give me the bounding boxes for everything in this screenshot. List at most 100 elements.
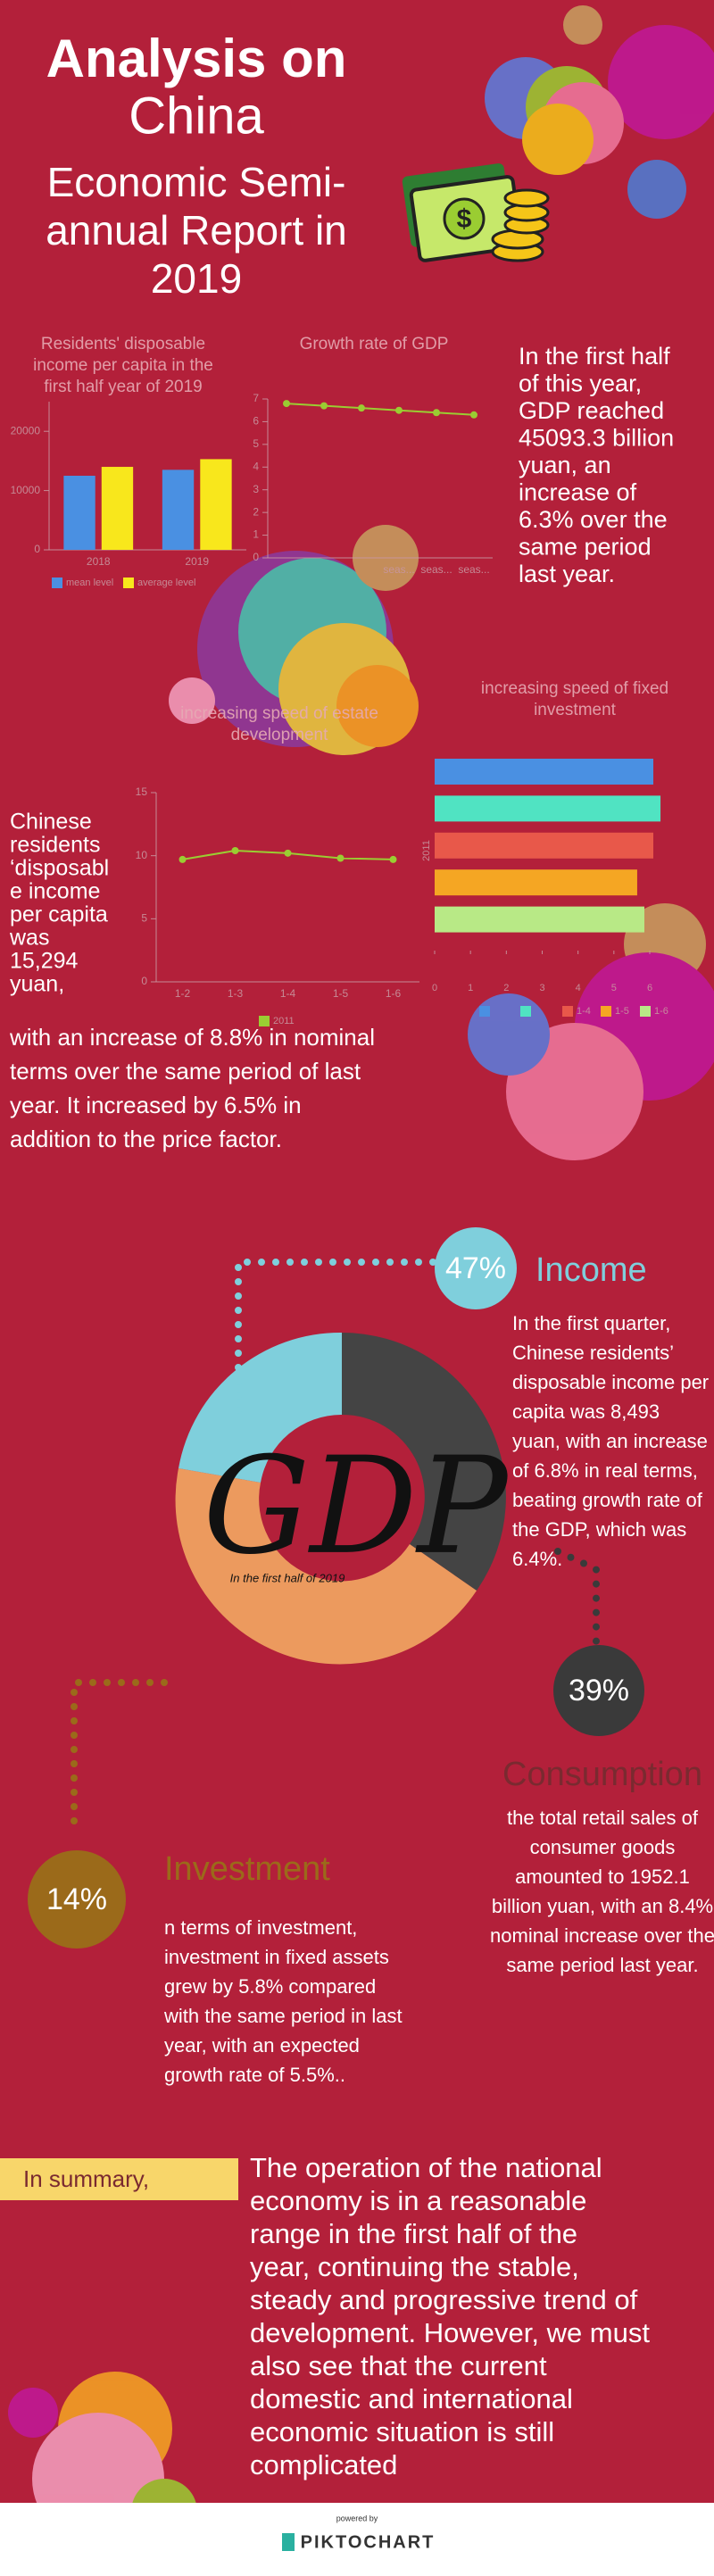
- investment-circle: [28, 1850, 126, 1949]
- gdp-text: same period: [519, 534, 652, 561]
- y-tick-label: 5: [253, 437, 259, 450]
- bar: [435, 832, 654, 859]
- investment-percent: 14%: [46, 1882, 107, 1916]
- gdp-text: 45093.3 billion: [519, 425, 674, 452]
- income-text: e income: [10, 879, 100, 904]
- income-text: of 6.8% in real terms,: [512, 1459, 698, 1482]
- x-tick-label: 1-6: [386, 987, 402, 1000]
- point: [178, 855, 187, 863]
- investment-text: with the same period in last: [163, 2005, 403, 2027]
- legend-swatch: [52, 578, 62, 588]
- x-tick-label: 3: [539, 983, 544, 993]
- income-text: In the first quarter,: [512, 1312, 670, 1334]
- legend-swatch: [123, 578, 134, 588]
- chart-title: increasing speed of estate: [180, 704, 378, 723]
- x-tick-label: seas...: [458, 563, 489, 576]
- x-tick-label: 4: [576, 983, 581, 993]
- point: [336, 854, 345, 862]
- point: [389, 855, 397, 863]
- summary-text: The operation of the national: [250, 2152, 602, 2183]
- x-tick-label: 2: [503, 983, 509, 993]
- subtitle: 2019: [151, 255, 242, 302]
- summary-text: also see that the current: [250, 2350, 547, 2381]
- y-tick-label: 2011: [421, 840, 432, 861]
- legend-swatch: [562, 1006, 573, 1017]
- chart-title: investment: [534, 701, 617, 719]
- y-tick-label: 0: [141, 975, 147, 987]
- x-tick-label: 1-5: [333, 987, 349, 1000]
- investment-text: n terms of investment,: [164, 1916, 357, 1939]
- brand: PIKTOCHART: [301, 2532, 436, 2552]
- income-text: 6.4%.: [512, 1548, 562, 1570]
- legend-label: 1-4: [577, 1006, 591, 1017]
- chart-title: development: [231, 726, 329, 744]
- summary-text: development. However, we must: [250, 2317, 650, 2348]
- logo: [282, 2533, 295, 2551]
- point: [284, 849, 292, 857]
- investment-text: year, with an expected: [164, 2034, 360, 2057]
- subtitle: annual Report in: [46, 207, 347, 253]
- legend-label: mean level: [66, 578, 113, 588]
- bar: [435, 795, 661, 822]
- svg-text:$: $: [457, 204, 472, 234]
- point: [395, 406, 403, 414]
- point: [470, 411, 477, 419]
- y-tick-label: 20000: [11, 424, 41, 436]
- title: Analysis on: [46, 29, 347, 88]
- x-tick-label: 1: [468, 983, 473, 993]
- increase-text: with an increase of 8.8% in nominal: [9, 1024, 375, 1051]
- legend-label: 1-5: [615, 1006, 629, 1017]
- income-text: ‘disposabl: [10, 856, 109, 881]
- legend-swatch: [520, 1006, 531, 1017]
- y-tick-label: 3: [253, 483, 259, 495]
- summary-text: economic situation is still: [250, 2416, 554, 2447]
- gdp-text: In the first half: [519, 343, 670, 370]
- powered-by: powered by: [336, 2514, 378, 2522]
- bar: [435, 869, 637, 896]
- increase-text: addition to the price factor.: [10, 1126, 282, 1152]
- point: [358, 404, 365, 412]
- x-tick-label: 1-4: [280, 987, 296, 1000]
- gdp-donut: [175, 1332, 506, 1665]
- income-text: Chinese: [10, 810, 92, 835]
- summary-text: domestic and international: [250, 2383, 573, 2414]
- y-tick-label: 10: [136, 849, 148, 861]
- legend-swatch: [640, 1006, 651, 1017]
- x-tick-label: seas...: [420, 563, 452, 576]
- summary-text: complicated: [250, 2449, 397, 2480]
- bar: [162, 469, 195, 550]
- bar: [435, 759, 654, 785]
- chart-title: income per capita in the: [33, 356, 213, 375]
- investment-text: growth rate of 5.5%..: [164, 2064, 345, 2086]
- y-tick-label: 10000: [11, 484, 41, 496]
- income-text: disposable income per: [512, 1371, 709, 1393]
- money-icon: $: [402, 163, 550, 262]
- income-text: Chinese residents’: [512, 1342, 674, 1364]
- bar: [101, 467, 134, 550]
- summary-box: [0, 2158, 238, 2200]
- consumption-label: Consumption: [502, 1756, 702, 1793]
- x-tick-label: 6: [647, 983, 652, 993]
- bar: [435, 906, 644, 933]
- income-text: beating growth rate of: [512, 1489, 703, 1511]
- consumption-text: billion yuan, with an 8.4%: [492, 1895, 713, 1917]
- chart-title: increasing speed of fixed: [481, 679, 668, 698]
- gdp-text: GDP reached: [519, 397, 664, 424]
- income-text: 15,294: [10, 949, 79, 974]
- income-text: yuan,: [10, 972, 64, 997]
- legend-swatch: [259, 1016, 270, 1026]
- x-tick-label: 1-2: [175, 987, 191, 1000]
- legend-swatch: [479, 1006, 490, 1017]
- y-tick-label: 15: [136, 785, 148, 798]
- legend-label: 2011: [273, 1016, 295, 1026]
- income-percent: 47%: [445, 1251, 506, 1285]
- x-tick-label: 2019: [185, 555, 209, 568]
- consumption-text: amounted to 1952.1: [515, 1866, 690, 1888]
- income-label: Income: [536, 1251, 647, 1289]
- y-tick-label: 7: [253, 392, 259, 404]
- income-text: capita was 8,493: [512, 1400, 660, 1423]
- increase-text: terms over the same period of last: [10, 1058, 361, 1084]
- y-tick-label: 2: [253, 505, 259, 518]
- summary-label: In summary,: [23, 2165, 149, 2192]
